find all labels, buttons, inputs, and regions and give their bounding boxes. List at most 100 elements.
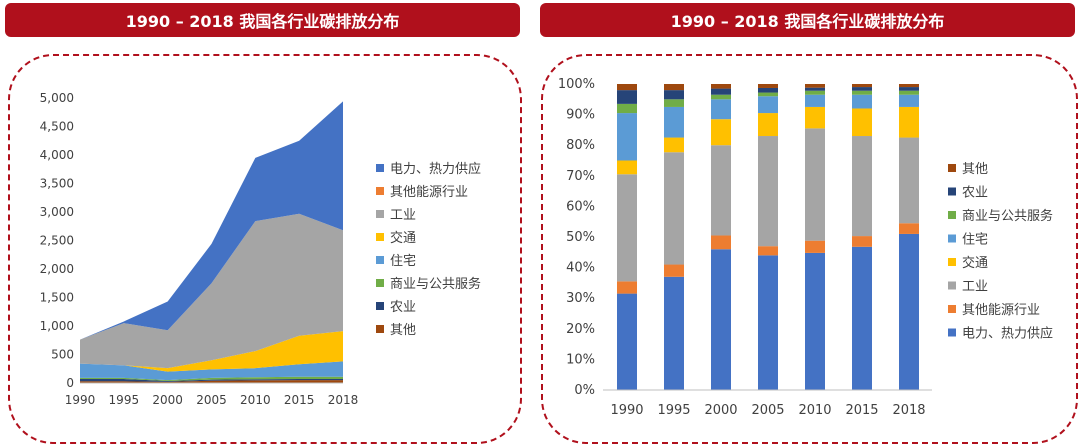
legend-swatch — [948, 187, 956, 196]
bar-segment — [758, 84, 778, 88]
x-tick-label: 2015 — [845, 403, 878, 418]
legend-label: 电力、热力供应 — [962, 326, 1053, 342]
area-series — [80, 380, 343, 383]
bar-segment — [852, 87, 872, 91]
bar-segment — [758, 113, 778, 137]
x-tick-label: 1990 — [610, 403, 643, 418]
right-chart-frame — [541, 54, 1078, 444]
right-panel-title: 1990 – 2018 我国各行业碳排放分布 — [540, 3, 1075, 37]
bar-segment — [711, 99, 731, 120]
bar-segment — [852, 90, 872, 95]
x-tick-label: 2005 — [751, 403, 784, 418]
legend-label: 商业与公共服务 — [962, 208, 1053, 224]
y-tick-label: 50% — [566, 230, 595, 245]
legend-label: 其他 — [390, 323, 416, 338]
legend-swatch — [948, 305, 956, 313]
area-series — [80, 379, 343, 382]
legend-swatch — [376, 233, 384, 241]
bar-segment — [899, 87, 919, 91]
y-tick-label: 30% — [566, 291, 595, 306]
bar-segment — [852, 246, 872, 390]
y-tick-label: 20% — [566, 322, 595, 337]
bar-segment — [805, 106, 825, 129]
x-tick-label: 1990 — [65, 393, 96, 407]
bar-segment — [711, 84, 731, 89]
legend-swatch — [948, 234, 956, 243]
legend-swatch — [948, 164, 956, 172]
bar-segment — [852, 84, 872, 88]
legend-label: 农业 — [962, 186, 988, 201]
bar-segment — [711, 235, 731, 250]
bar-segment — [758, 87, 778, 93]
bar-segment — [711, 145, 731, 236]
legend-swatch — [376, 325, 384, 333]
bar-segment — [617, 113, 637, 161]
legend-swatch — [948, 211, 956, 219]
bar-segment — [617, 84, 637, 91]
legend-swatch — [948, 281, 956, 290]
y-tick-label: 1,500 — [40, 291, 74, 305]
legend-swatch — [376, 187, 384, 195]
area-series — [80, 213, 343, 369]
bar-segment — [664, 99, 684, 107]
x-tick-label: 1995 — [109, 393, 140, 407]
legend-swatch — [376, 164, 384, 172]
bar-segment — [852, 94, 872, 109]
bar-segment — [664, 152, 684, 265]
y-tick-label: 5,000 — [40, 91, 74, 105]
y-tick-label: 80% — [566, 138, 595, 153]
bar-segment — [758, 255, 778, 390]
legend-label: 商业与公共服务 — [390, 276, 481, 292]
bar-segment — [758, 96, 778, 114]
legend-label: 工业 — [390, 208, 416, 223]
legend-label: 工业 — [962, 280, 988, 295]
legend-label: 住宅 — [390, 254, 416, 269]
legend-label: 交通 — [390, 230, 416, 246]
bar-segment — [664, 276, 684, 390]
bar-segment — [805, 128, 825, 241]
bar-segment — [805, 94, 825, 107]
x-tick-label: 2010 — [798, 403, 831, 418]
x-tick-label: 2018 — [892, 403, 925, 418]
y-tick-label: 90% — [566, 108, 595, 123]
area-series — [80, 331, 343, 372]
bar-segment — [899, 106, 919, 138]
y-tick-label: 0% — [574, 383, 595, 398]
bar-segment — [664, 90, 684, 100]
y-tick-label: 4,000 — [40, 148, 74, 162]
bar-segment — [617, 160, 637, 175]
bar-segment — [664, 84, 684, 91]
x-tick-label: 1995 — [657, 403, 690, 418]
bar-segment — [899, 84, 919, 88]
bar-segment — [805, 87, 825, 91]
area-series — [80, 361, 343, 381]
bar-segment — [805, 90, 825, 95]
y-tick-label: 70% — [566, 169, 595, 184]
x-tick-label: 2005 — [196, 393, 227, 407]
y-tick-label: 3,000 — [40, 205, 74, 219]
x-tick-label: 2015 — [284, 393, 315, 407]
y-tick-label: 1,000 — [40, 319, 74, 333]
bar-segment — [899, 94, 919, 107]
bar-segment — [664, 137, 684, 153]
bar-segment — [711, 119, 731, 146]
legend-label: 农业 — [390, 300, 416, 315]
y-tick-label: 3,500 — [40, 177, 74, 191]
y-tick-label: 2,500 — [40, 234, 74, 248]
legend-label: 电力、热力供应 — [390, 161, 481, 177]
bar-segment — [617, 281, 637, 294]
bar-segment — [711, 94, 731, 100]
bar-segment — [899, 137, 919, 224]
x-tick-label: 2000 — [704, 403, 737, 418]
y-tick-label: 100% — [558, 77, 595, 92]
bar-segment — [899, 90, 919, 95]
y-tick-label: 2,000 — [40, 262, 74, 276]
bar-segment — [617, 90, 637, 104]
bar-segment — [711, 88, 731, 95]
legend-swatch — [376, 279, 384, 287]
bar-segment — [852, 236, 872, 247]
y-tick-label: 0 — [66, 376, 74, 390]
legend-label: 其他能源行业 — [962, 303, 1040, 318]
bar-segment — [758, 92, 778, 97]
legend-swatch — [376, 256, 384, 264]
